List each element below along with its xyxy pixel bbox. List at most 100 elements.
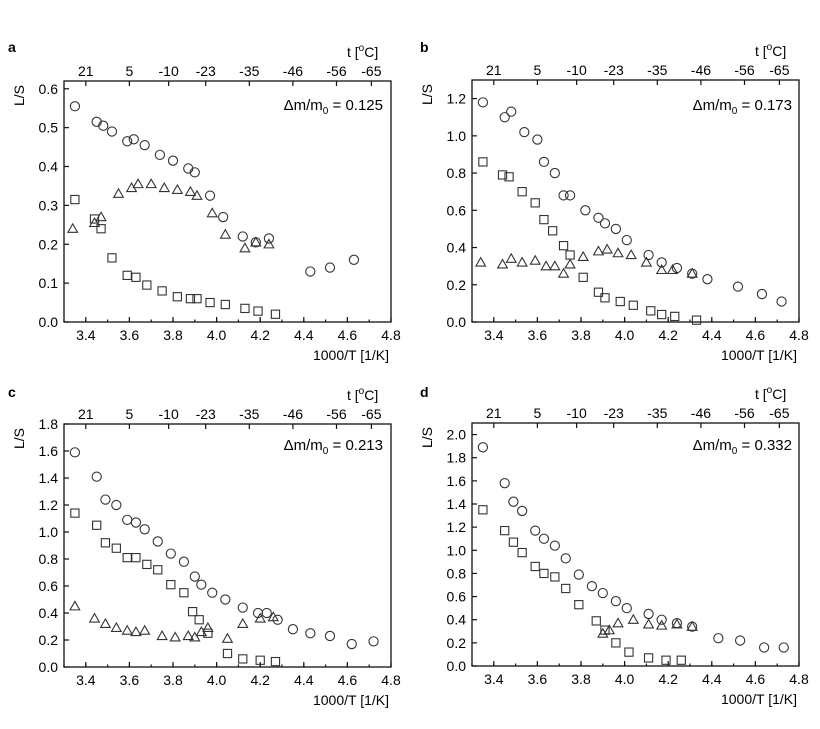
top-tick-label: -46	[691, 405, 711, 421]
square-point	[478, 157, 488, 167]
x-tick-label: 4.2	[658, 671, 678, 687]
x-tick-label: 3.4	[484, 327, 504, 343]
circle-point	[130, 517, 142, 528]
top-tick-label: -10	[159, 406, 179, 422]
y-tick-label: 0.2	[39, 236, 59, 252]
circle-point	[756, 288, 768, 300]
square-point	[657, 309, 667, 320]
square-point	[238, 654, 248, 664]
circle-point	[532, 134, 543, 145]
square-point	[561, 583, 571, 594]
square-point	[600, 293, 610, 303]
x-tick-label: 3.4	[76, 672, 96, 688]
top-tick-label: -23	[196, 406, 216, 422]
panel-d: d 3.4 3.6 3.8 4.0 4.2 4.4 4.6 4.8 0.0 0.2 0.4 0.6 0.8…	[419, 384, 809, 707]
y-tick-label: 0.0	[39, 659, 59, 675]
square-point	[670, 311, 680, 322]
square-point	[578, 272, 588, 282]
square-point	[111, 543, 121, 553]
triangle-point	[112, 187, 125, 198]
series-triangle	[66, 178, 275, 253]
square-point	[203, 628, 213, 638]
square-point	[270, 656, 281, 667]
x-tick-label: 4.0	[615, 671, 635, 687]
x-tick-label: 3.6	[120, 672, 140, 688]
y-tick-label: 1.4	[39, 470, 59, 486]
square-point	[600, 625, 610, 635]
triangle-point	[549, 260, 561, 271]
square-point	[187, 606, 198, 617]
x-tick-label: 4.2	[658, 327, 678, 343]
circle-point	[100, 494, 111, 505]
y-tick-label: 0.4	[39, 159, 59, 175]
triangle-point	[655, 263, 668, 275]
triangle-point	[66, 222, 79, 233]
circle-point	[106, 126, 118, 137]
top-tick-label: -65	[361, 406, 381, 422]
y-axis-title: L/S	[11, 428, 27, 449]
y-tick-label: 0.3	[39, 197, 59, 213]
triangle-point	[686, 267, 698, 278]
top-tick-label: -56	[734, 405, 754, 421]
circle-point	[702, 274, 713, 285]
square-point	[691, 315, 702, 325]
plot-frame	[471, 79, 800, 323]
circle-point	[580, 205, 591, 216]
x-tick-label: 3.6	[528, 671, 548, 687]
circle-point	[324, 262, 336, 273]
circle-point	[564, 190, 576, 201]
circle-point	[167, 155, 179, 166]
panel-c: c 3.4 3.6 3.8 4.0 4.2 4.4 4.6 4.8 0.0 0.2 0.4 0.6 0.8…	[8, 384, 401, 708]
y-tick-label: 0.6	[39, 81, 59, 97]
x-tick-label: 4.2	[250, 672, 270, 688]
triangle-point	[612, 247, 624, 258]
square-point	[539, 214, 549, 225]
circle-point	[165, 548, 176, 559]
series-triangle	[474, 243, 698, 278]
square-point	[270, 309, 281, 319]
x-axis-title: 1000/T [1/K]	[721, 691, 797, 707]
top-tick-label: -46	[691, 62, 711, 78]
circle-point	[477, 442, 489, 453]
triangle-point	[642, 618, 655, 629]
top-tick-label: -46	[283, 63, 303, 79]
top-tick-label: -35	[647, 62, 667, 78]
circle-point	[516, 505, 528, 517]
y-tick-label: 1.6	[447, 473, 467, 489]
square-point	[497, 170, 508, 180]
circle-point	[196, 579, 207, 590]
series-circle	[477, 442, 789, 653]
circle-point	[305, 266, 316, 277]
triangle-point	[671, 618, 683, 629]
x-tick-label: 4.8	[789, 327, 809, 343]
top-tick-label: -65	[361, 63, 381, 79]
y-tick-label: 0.6	[447, 589, 467, 605]
y-tick-label: 0.8	[447, 165, 467, 181]
circle-point	[538, 533, 550, 544]
circle-point	[154, 149, 166, 161]
y-tick-label: 1.0	[447, 128, 467, 144]
circle-point	[261, 607, 272, 619]
circle-point	[348, 254, 360, 265]
square-point	[107, 253, 117, 263]
circle-point	[237, 602, 248, 613]
series-square	[70, 194, 281, 319]
square-point	[643, 653, 654, 663]
x-tick-label: 4.4	[702, 327, 722, 343]
triangle-point	[666, 263, 679, 275]
series-square	[70, 508, 281, 667]
square-point	[255, 655, 265, 665]
x-tick-label: 4.6	[746, 327, 766, 343]
square-point	[591, 616, 601, 626]
x-axis-title: 1000/T [1/K]	[721, 347, 797, 363]
triangle-point	[263, 238, 275, 249]
x-tick-label: 4.6	[338, 327, 358, 343]
top-tick-label: 5	[534, 62, 542, 78]
circle-point	[558, 190, 569, 201]
x-tick-label: 3.8	[163, 327, 183, 343]
y-tick-label: 1.2	[447, 519, 467, 535]
top-tick-label: -35	[647, 405, 667, 421]
y-tick-label: 0.5	[39, 120, 59, 136]
top-axis-title: t [oC]	[347, 386, 378, 403]
circle-point	[593, 212, 604, 223]
